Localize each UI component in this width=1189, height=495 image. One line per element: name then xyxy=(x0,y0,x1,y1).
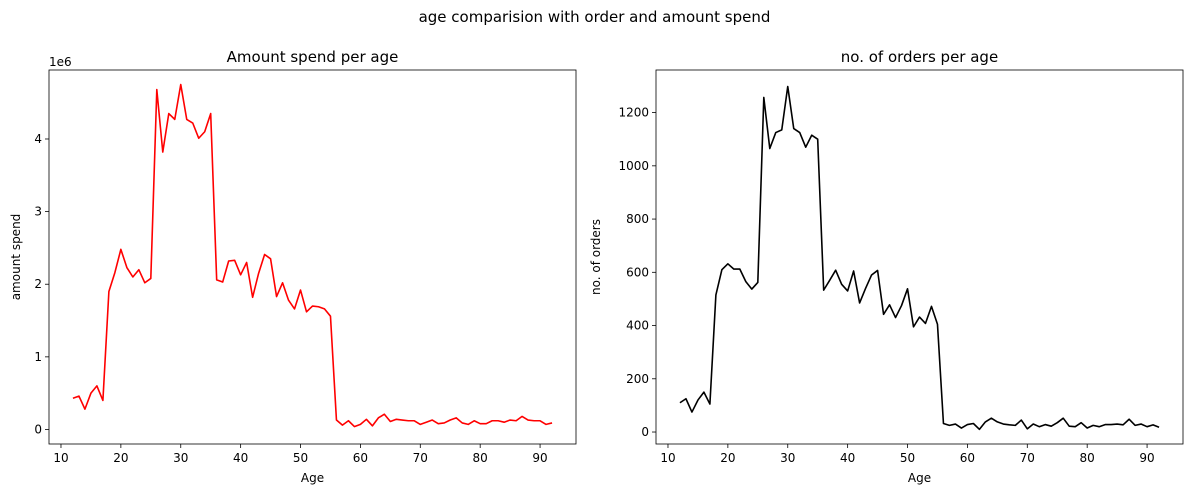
y-tick-label: 1200 xyxy=(618,106,649,120)
y-tick-label: 3 xyxy=(34,205,42,219)
y-axis-label: amount spend xyxy=(9,214,23,301)
x-tick-label: 70 xyxy=(1020,451,1035,465)
x-tick-label: 80 xyxy=(1080,451,1095,465)
y-tick-label: 800 xyxy=(626,212,649,226)
y-tick-label: 400 xyxy=(626,319,649,333)
x-tick-label: 30 xyxy=(780,451,795,465)
y-tick-label: 2 xyxy=(34,277,42,291)
y-tick-label: 4 xyxy=(34,132,42,146)
plot-frame xyxy=(655,69,1184,445)
series-line xyxy=(72,83,553,428)
x-tick-label: 10 xyxy=(660,451,675,465)
x-tick-label: 70 xyxy=(413,451,428,465)
x-tick-label: 30 xyxy=(173,451,188,465)
x-axis-label: Age xyxy=(301,471,324,485)
x-tick-label: 20 xyxy=(720,451,735,465)
figure-suptitle: age comparision with order and amount sp… xyxy=(418,8,771,26)
y-tick-label: 600 xyxy=(626,265,649,279)
x-tick-label: 90 xyxy=(1139,451,1154,465)
chart-amount-spend: 10 20 30 40 50 60 70 80 90 0 1 2 3 4 Amount spend per … xyxy=(9,48,577,485)
x-tick-label: 80 xyxy=(473,451,488,465)
x-tick-label: 90 xyxy=(532,451,547,465)
y-tick-label: 1 xyxy=(34,350,42,364)
x-tick-label: 60 xyxy=(960,451,975,465)
x-tick-label: 40 xyxy=(840,451,855,465)
x-tick-label: 10 xyxy=(53,451,68,465)
y-tick-label: 200 xyxy=(626,372,649,386)
chart-orders: 10 20 30 40 50 60 70 80 90 0 200 400 600 800 1000 1200 n… xyxy=(589,48,1184,485)
x-axis-label: Age xyxy=(908,471,931,485)
x-tick-label: 60 xyxy=(353,451,368,465)
y-axis-label: no. of orders xyxy=(589,219,603,295)
series-line xyxy=(679,85,1160,431)
x-tick-label: 50 xyxy=(293,451,308,465)
plot-frame xyxy=(48,69,577,445)
chart-title: Amount spend per age xyxy=(227,48,399,66)
x-tick-label: 20 xyxy=(113,451,128,465)
y-offset-text: 1e6 xyxy=(49,55,72,69)
y-tick-label: 0 xyxy=(34,422,42,436)
y-tick-label: 0 xyxy=(641,425,649,439)
x-tick-label: 40 xyxy=(233,451,248,465)
chart-title: no. of orders per age xyxy=(841,48,998,66)
x-tick-label: 50 xyxy=(900,451,915,465)
y-tick-label: 1000 xyxy=(618,159,649,173)
